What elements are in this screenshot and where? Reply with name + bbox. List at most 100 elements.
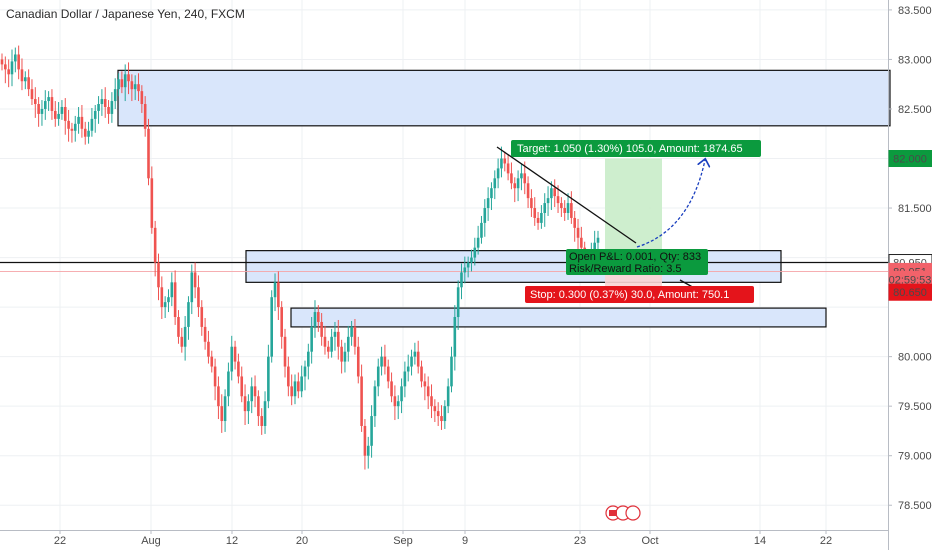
price-axis: 83.500 83.000 82.500 81.500 80.000 79.500 79.0… [888,0,932,550]
candle-body [213,366,217,387]
candle-body [0,59,4,65]
candle-body [430,396,433,407]
y-tick-label: 79.500 [898,401,932,413]
candle-body [580,237,583,248]
candle-body [327,346,330,352]
candle-body [117,79,120,90]
candle-body [533,208,537,218]
candle-body [436,411,440,417]
candle-body [413,351,417,357]
candle-body [200,307,204,327]
candle-body [300,376,303,392]
candle-body [97,104,100,111]
candle-body [240,376,244,397]
candle-body [190,272,194,303]
candle-body [546,198,550,204]
candle-body [386,366,390,382]
candle-body [330,336,333,352]
candle-body [133,84,137,90]
y-tick-label: 82.500 [898,104,932,116]
candle-body [516,178,520,189]
candle-body [310,326,313,352]
candle-body [243,396,247,412]
candle-body [323,336,327,347]
candle-body [127,74,130,82]
candle-body [350,326,353,337]
x-tick-label: 22 [54,535,66,547]
candle-body [376,366,380,387]
candle-body [87,130,90,137]
candle-body [566,203,570,213]
candle-body [250,386,254,402]
candle-body [476,237,480,248]
candle-body [446,386,450,407]
y-tick-label: 83.000 [898,54,932,66]
candle-body [150,178,154,228]
candle-body [67,120,70,129]
candle-body [230,346,234,372]
candle-body [180,336,184,347]
candle-body [227,371,230,397]
y-tick-label: 80.000 [898,352,932,364]
candle-body [53,110,57,119]
candle-body [237,361,240,377]
candle-body [370,416,373,446]
candle-body [490,188,493,199]
candle-body [210,356,214,367]
candle-body [400,386,403,402]
candle-body [24,77,27,82]
candle-body [157,262,160,288]
candle-body [37,104,40,114]
candle-body [110,101,114,114]
candle-body [303,366,307,377]
candle-body [83,128,87,137]
candle-body [433,406,437,412]
candle-body [173,282,177,318]
candle-body [203,326,207,342]
calendar-event-icon[interactable] [605,505,641,521]
candle-body [183,326,187,347]
svg-text:Stop: 0.300 (0.37%) 30.0, Amou: Stop: 0.300 (0.37%) 30.0, Amount: 750.1 [530,289,729,301]
candle-body [263,401,267,426]
target-area [605,158,662,263]
candle-body [80,116,84,129]
candle-body [510,173,513,184]
candle-body [10,61,14,75]
projection-arrow [636,160,705,248]
candle-body [460,272,463,288]
candle-body [470,257,473,263]
y-tick-label: 83.500 [898,5,932,17]
x-tick-label: 22 [820,535,832,547]
candle-body [313,312,317,327]
candle-body [220,406,224,422]
candle-body [77,116,80,124]
candle-body [30,89,34,100]
candle-body [103,99,107,107]
candle-body [416,351,420,367]
candle-body [553,188,557,197]
candles [0,45,600,470]
price-tag: 82.000 [888,150,932,168]
candle-body [486,198,490,209]
candle-body [270,297,273,357]
candle-body [63,106,67,121]
x-tick-label: 9 [462,535,468,547]
candle-body [440,416,443,422]
candle-body [526,183,530,199]
candle-body [573,217,576,228]
candle-body [513,183,517,189]
candle-body [556,196,560,204]
candle-body [473,247,477,258]
candle-body [177,317,180,337]
candle-body [277,282,280,308]
candle-body [20,69,24,82]
candle-body [466,262,470,268]
candle-body [143,104,147,129]
candle-body [333,331,337,337]
candle-body [287,366,290,387]
candle-body [320,321,323,337]
candle-body [523,173,527,184]
zone-rect [290,307,827,328]
